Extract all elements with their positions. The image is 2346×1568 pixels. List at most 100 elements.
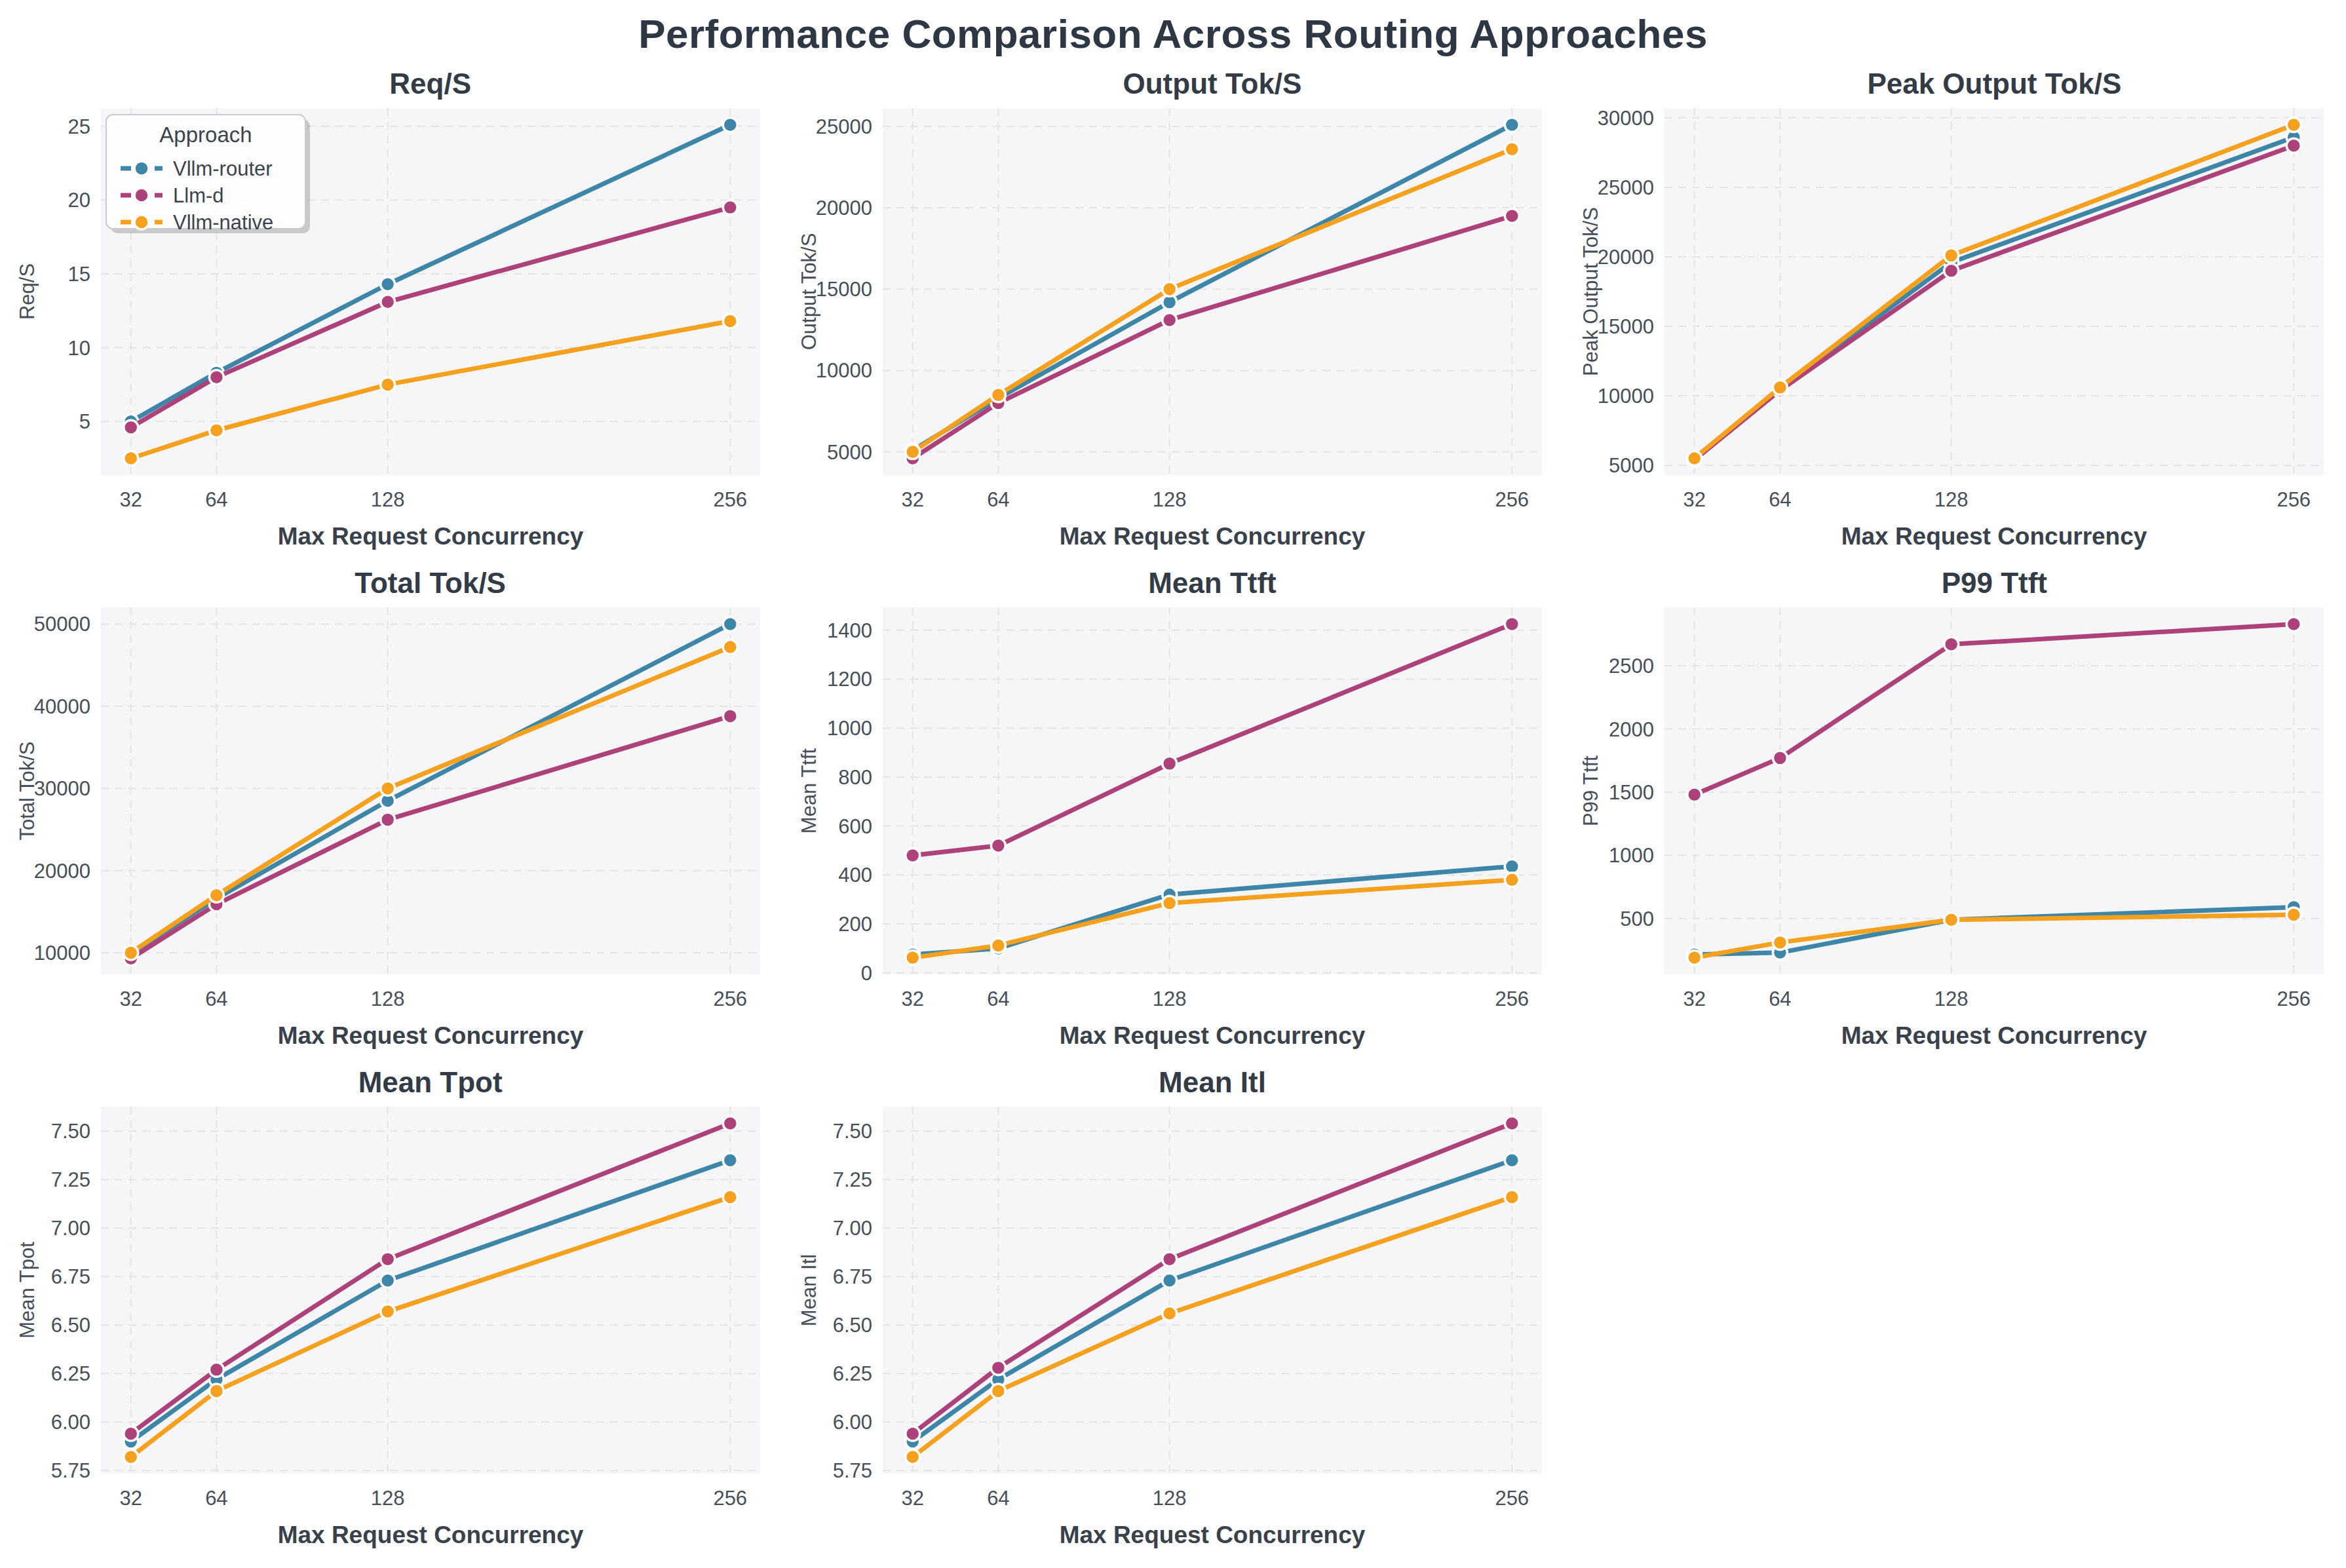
svg-text:1500: 1500 [1609,781,1654,804]
y-tick-labels: 500 1000 1500 2000 2500 [1609,655,1654,930]
y-axis-label: Peak Output Tok/S [1579,207,1602,376]
svg-text:128: 128 [1934,987,1969,1010]
subplot-title: Peak Output Tok/S [1578,67,2332,100]
subplot-peak-output-tok-s: Peak Output Tok/S 5000 10000 15000 20000 250… [1564,60,2346,559]
svg-text:128: 128 [370,488,404,511]
svg-text:500: 500 [1621,908,1655,930]
legend-item-label: Vllm-native [173,211,273,234]
svg-text:2000: 2000 [1609,718,1654,741]
svg-text:20000: 20000 [1598,246,1654,269]
svg-text:15000: 15000 [1598,315,1654,338]
svg-text:32: 32 [119,1487,142,1510]
x-axis-label: Max Request Concurrency [1841,1022,2147,1049]
svg-text:6.25: 6.25 [50,1362,90,1385]
svg-text:64: 64 [987,987,1009,1010]
peak-output-tok-s-chart: 500010000150002000025000300003264128256M… [1578,100,2332,559]
subplot-total-tok-s: Total Tok/S 1000020000300004000050000326… [0,559,782,1058]
svg-text:32: 32 [1683,987,1706,1010]
x-tick-labels: 3264128256 [901,488,1529,511]
svg-text:64: 64 [1769,488,1791,511]
svg-text:64: 64 [1769,987,1791,1010]
x-tick-labels: 3264128256 [119,488,747,511]
x-tick-labels: 3264128256 [1683,488,2311,511]
y-axis-label: P99 Ttft [1579,755,1602,826]
x-axis-label: Max Request Concurrency [277,1022,583,1049]
svg-text:6.50: 6.50 [50,1314,90,1337]
mean-ttft-chart: 02004006008001000120014003264128256Max R… [796,600,1550,1058]
svg-text:128: 128 [1934,488,1969,511]
svg-text:800: 800 [838,766,872,789]
plot-area [883,607,1542,974]
svg-text:64: 64 [205,987,227,1010]
svg-text:5.75: 5.75 [833,1459,872,1482]
svg-text:6.00: 6.00 [833,1411,872,1434]
svg-text:20000: 20000 [33,860,90,883]
empty-cell [1564,1058,2346,1558]
svg-text:7.50: 7.50 [50,1120,90,1143]
svg-text:6.50: 6.50 [833,1314,872,1337]
x-tick-labels: 32 64 128 256 [901,987,1529,1010]
y-axis-label: Output Tok/S [798,233,820,351]
req-s-chart: 5101520253264128256Max Request Concurren… [14,100,768,559]
svg-text:25000: 25000 [1598,176,1654,199]
svg-text:64: 64 [205,1487,227,1510]
subplot-title: Mean Itl [796,1066,1550,1099]
svg-text:128: 128 [370,1487,404,1510]
subplot-mean-ttft: Mean Ttft 020040060080010001200140032641… [782,559,1564,1058]
svg-text:1400: 1400 [827,619,872,642]
y-axis-label: Mean Itl [798,1254,820,1326]
svg-text:5000: 5000 [1609,454,1654,477]
y-axis-label: Total Tok/S [16,741,39,840]
svg-text:400: 400 [838,864,872,887]
svg-text:40000: 40000 [33,695,90,718]
svg-text:256: 256 [2277,987,2311,1010]
svg-text:7.00: 7.00 [50,1217,90,1240]
y-axis-label: Mean Tpot [16,1242,39,1339]
y-tick-labels: 5.756.006.256.506.757.007.257.50 [833,1120,872,1482]
svg-text:25: 25 [67,115,90,138]
svg-text:256: 256 [713,488,747,511]
subplot-p99-ttft: P99 Ttft 500 1000 1500 2000 2500 32 64 128 256 Ma… [1564,559,2346,1058]
x-axis-label: Max Request Concurrency [1060,523,1366,550]
subplot-title: P99 Ttft [1578,567,2332,600]
subplot-title: Mean Ttft [796,567,1550,600]
svg-text:64: 64 [205,488,227,511]
svg-text:128: 128 [1153,987,1187,1010]
svg-text:32: 32 [901,987,923,1010]
subplot-req-s: Req/S 5101520253264128256Max Request Con… [0,60,782,559]
svg-text:7.00: 7.00 [833,1217,872,1240]
svg-text:5.75: 5.75 [50,1459,90,1482]
mean-itl-chart: 5.756.006.256.506.757.007.257.5032641282… [796,1099,1550,1558]
svg-text:64: 64 [987,488,1009,511]
svg-text:30000: 30000 [1598,107,1654,130]
svg-text:256: 256 [1495,987,1529,1010]
plot-area [883,108,1542,475]
svg-text:20000: 20000 [816,197,872,220]
y-tick-labels: 510152025 [67,115,90,434]
svg-text:6.00: 6.00 [50,1411,90,1434]
subplot-title: Total Tok/S [14,567,768,600]
legend-title: Approach [159,123,252,147]
svg-text:32: 32 [119,987,142,1010]
svg-text:256: 256 [713,1487,747,1510]
x-axis-label: Max Request Concurrency [1841,523,2147,550]
x-tick-labels: 32 64 128 256 [119,1487,747,1510]
svg-text:1200: 1200 [827,668,872,691]
svg-text:10000: 10000 [1598,385,1654,408]
svg-text:32: 32 [1683,488,1706,511]
svg-text:2500: 2500 [1609,655,1654,678]
svg-text:5: 5 [79,410,90,433]
svg-text:256: 256 [713,987,747,1010]
svg-text:256: 256 [1495,1487,1529,1510]
svg-text:7.25: 7.25 [833,1168,872,1191]
svg-text:7.50: 7.50 [833,1120,872,1143]
subplot-title: Mean Tpot [14,1066,768,1099]
svg-text:30000: 30000 [33,777,90,800]
svg-text:1000: 1000 [1609,844,1654,867]
x-tick-labels: 3264128256 [901,1487,1529,1510]
x-tick-labels: 3264128256 [119,987,747,1010]
y-tick-labels: 0200400600800100012001400 [827,619,872,985]
svg-text:5000: 5000 [827,441,872,464]
svg-text:10000: 10000 [816,359,872,382]
x-axis-label: Max Request Concurrency [277,1521,583,1548]
